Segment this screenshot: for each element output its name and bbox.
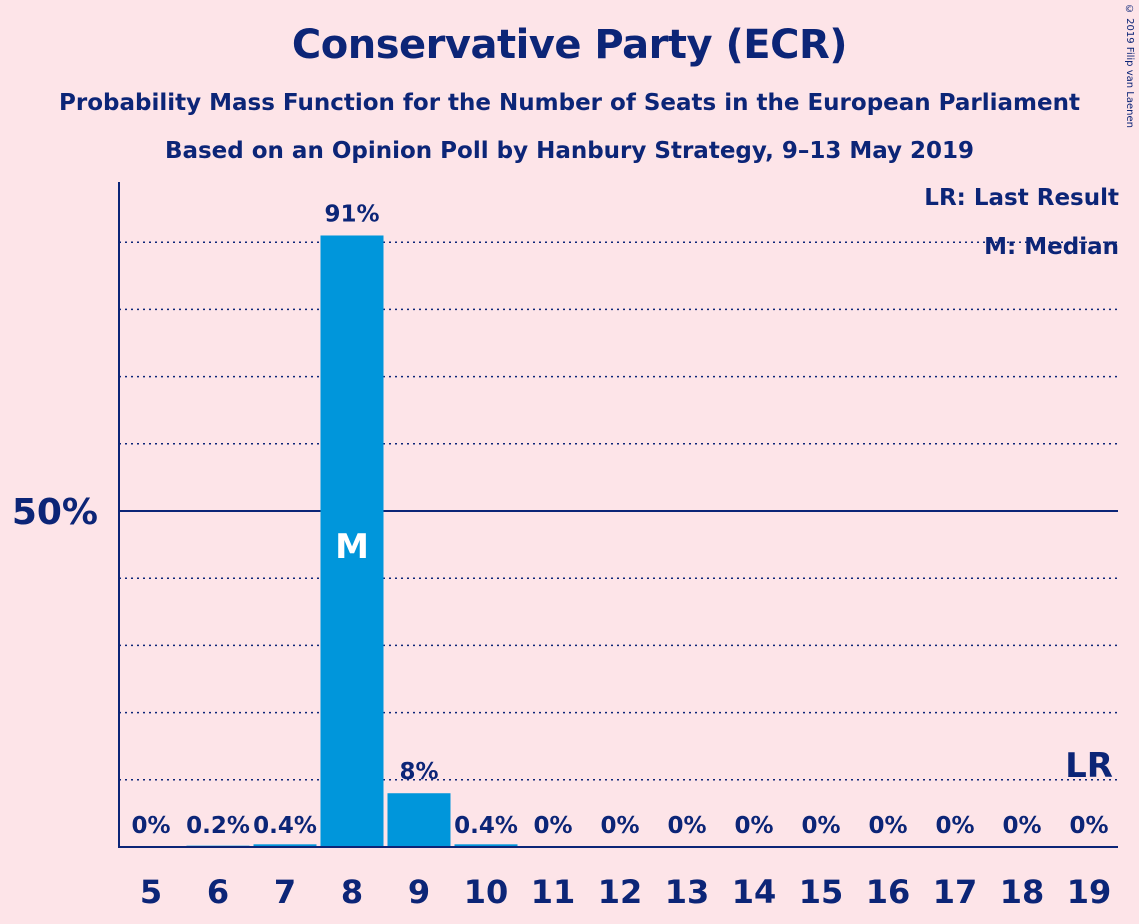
value-label: 0% xyxy=(734,813,773,839)
x-tick-label: 8 xyxy=(341,873,363,911)
x-tick-label: 16 xyxy=(866,873,911,911)
bar-9 xyxy=(387,793,451,847)
last-result-marker: LR xyxy=(1065,746,1113,786)
x-tick-label: 13 xyxy=(665,873,710,911)
chart-title: Conservative Party (ECR) xyxy=(291,22,848,68)
value-label: 91% xyxy=(324,201,379,227)
median-marker: M xyxy=(335,527,369,567)
bar-10 xyxy=(454,844,518,847)
value-label: 0% xyxy=(868,813,907,839)
x-tick-label: 17 xyxy=(933,873,978,911)
value-label: 0% xyxy=(667,813,706,839)
value-label: 0% xyxy=(801,813,840,839)
x-tick-label: 9 xyxy=(408,873,430,911)
y-tick-label: 50% xyxy=(12,492,98,533)
value-label: 0% xyxy=(533,813,572,839)
value-label: 0% xyxy=(600,813,639,839)
value-label: 0% xyxy=(131,813,170,839)
x-tick-label: 12 xyxy=(598,873,643,911)
x-tick-label: 7 xyxy=(274,873,296,911)
value-label: 0% xyxy=(1002,813,1041,839)
value-label: 0.4% xyxy=(253,813,317,839)
copyright-notice: © 2019 Filip van Laenen xyxy=(1124,4,1135,128)
x-tick-label: 5 xyxy=(140,873,162,911)
x-tick-label: 11 xyxy=(531,873,576,911)
x-tick-label: 10 xyxy=(464,873,509,911)
x-tick-label: 6 xyxy=(207,873,229,911)
poll-source: Based on an Opinion Poll by Hanbury Stra… xyxy=(164,138,975,164)
x-tick-label: 15 xyxy=(799,873,844,911)
value-label: 0% xyxy=(935,813,974,839)
x-tick-label: 14 xyxy=(732,873,777,911)
bar-7 xyxy=(253,844,317,847)
value-label: 8% xyxy=(399,759,438,785)
x-tick-label: 18 xyxy=(1000,873,1045,911)
legend-last-result: LR: Last Result xyxy=(924,185,1119,211)
bar-8 xyxy=(320,235,384,848)
x-tick-label: 19 xyxy=(1067,873,1112,911)
legend-median: M: Median xyxy=(984,234,1119,260)
value-label: 0.4% xyxy=(454,813,518,839)
value-label: 0% xyxy=(1069,813,1108,839)
chart-subtitle: Probability Mass Function for the Number… xyxy=(59,90,1080,116)
value-label: 0.2% xyxy=(186,813,250,839)
